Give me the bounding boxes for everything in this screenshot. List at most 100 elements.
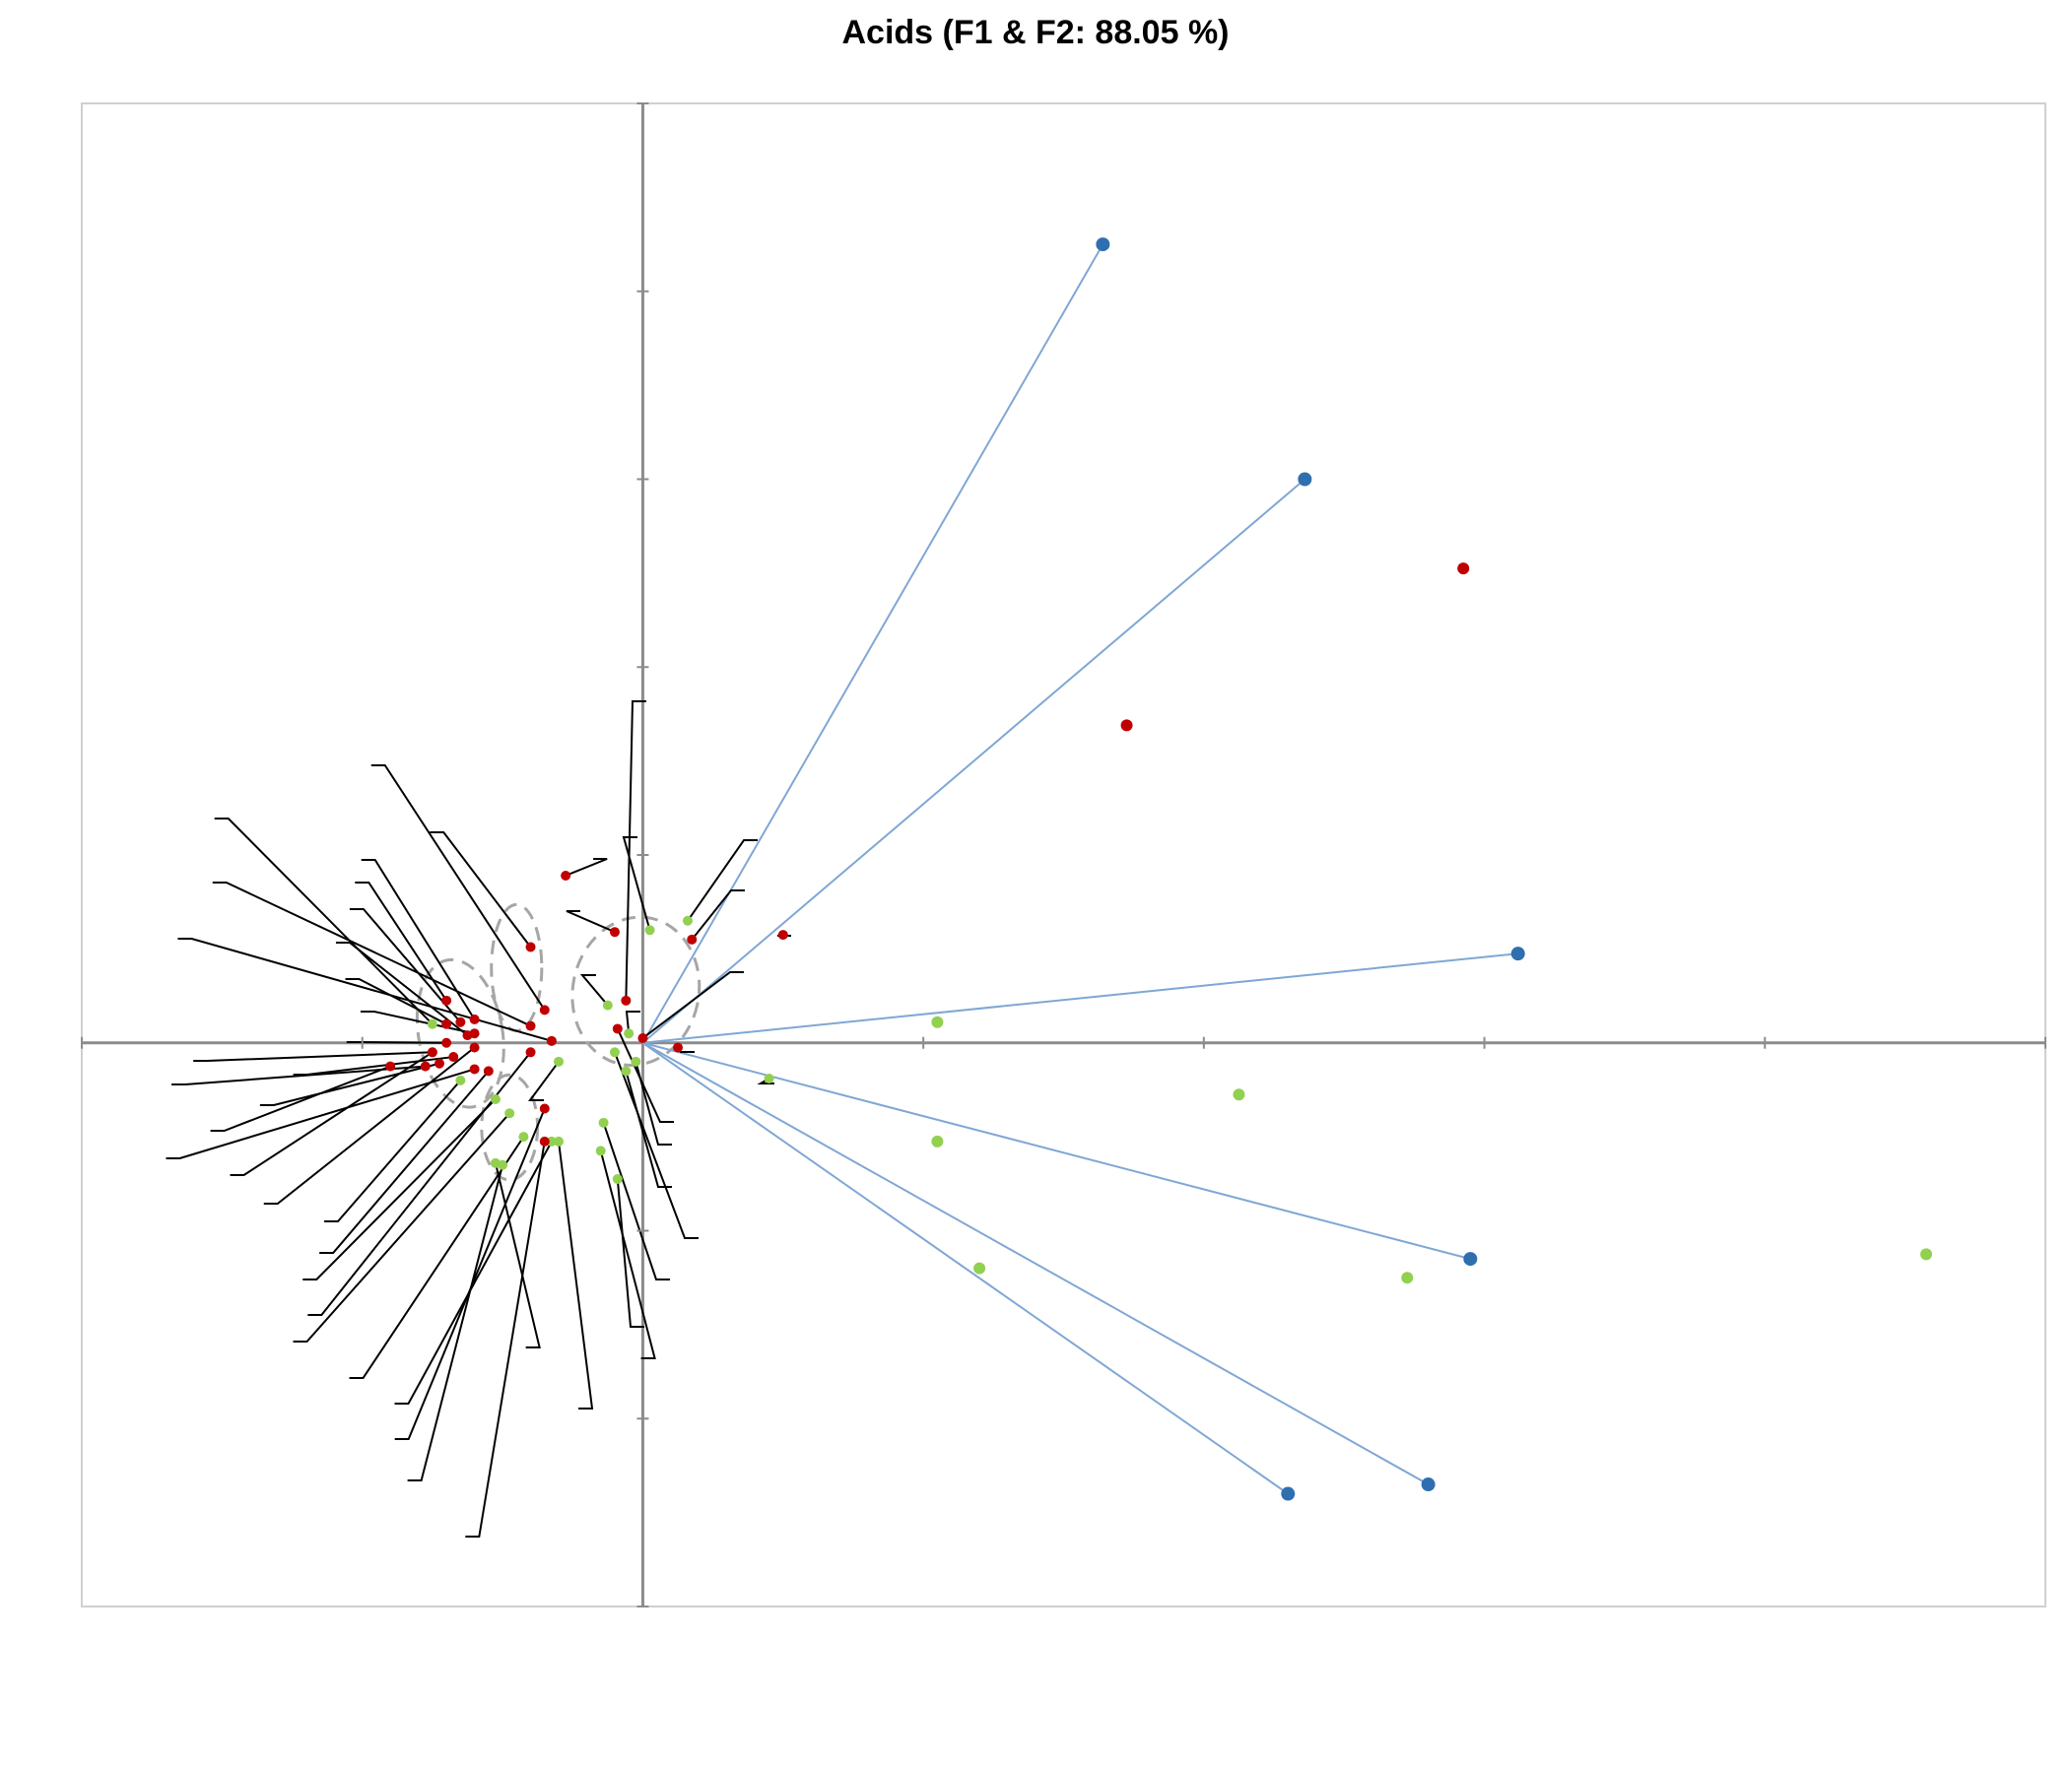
leader-line-b-he-m	[528, 1061, 560, 1101]
red-point-t-di1-n	[546, 1035, 557, 1046]
red-point-t-ce-cl	[673, 1042, 684, 1053]
leader-line-t-di1-n	[177, 938, 553, 1042]
leader-line-b-mon-cm	[293, 1112, 510, 1343]
leader-line-b-ap-cm	[349, 1136, 525, 1379]
leader-line-b-bb-e	[579, 974, 609, 1007]
red-point-t-tr-c	[455, 1017, 466, 1027]
white-point-b-cb-n	[1233, 1088, 1245, 1101]
leader-line-b-di2-n	[302, 1098, 497, 1280]
leader-line-t-ri43-c	[641, 971, 744, 1039]
white-point-b-fo-e	[644, 925, 655, 936]
red-point-t-ga-n	[448, 1052, 459, 1063]
white-point-b-in-an	[598, 1117, 609, 1128]
leader-line-b-cb-cm	[614, 1051, 699, 1239]
red-point-t-xa-g	[777, 930, 788, 941]
leader-line-t-me-an	[370, 764, 546, 1011]
leader-line-t-cl-ib	[565, 858, 608, 877]
red-point-t-go-ib	[420, 1061, 431, 1072]
vector-point-isobutyric-acid	[1096, 237, 1110, 252]
leader-line-b-rs-cl	[558, 1141, 594, 1410]
leader-line-t-ca-n	[465, 1141, 546, 1538]
white-point-b-ra-g	[931, 1016, 944, 1028]
white-point-b-gr-a	[546, 1136, 557, 1147]
white-point-b-zu-cm	[1919, 1248, 1932, 1261]
red-point-t-te-m	[441, 995, 452, 1006]
white-point-b-cb-m	[624, 1028, 635, 1039]
plot-area	[81, 102, 2046, 1607]
red-point-t-es-cl	[612, 1023, 623, 1034]
vector-point-decanoic-acid	[1281, 1486, 1296, 1501]
leader-line-t-te-m	[355, 882, 447, 1002]
vector-point-hexanoic-acid	[1463, 1252, 1478, 1267]
leader-line-t-to-n	[259, 1062, 440, 1106]
red-point-t-to-n	[434, 1058, 445, 1069]
white-point-b-bb-e	[602, 1000, 613, 1011]
leader-line-t-tj-cl	[691, 889, 745, 941]
red-point-t-rm-m	[525, 942, 536, 952]
white-point-b-zu-e	[621, 1066, 632, 1077]
red-point-t-cl-ib	[561, 870, 571, 881]
leader-line-b-al-a	[599, 1150, 656, 1359]
red-point-t-tj-cl	[687, 934, 698, 945]
leader-line-t-mor-m	[361, 859, 476, 1020]
leader-line-t-rm-m	[430, 831, 532, 949]
red-point-t-sa-cm	[441, 1037, 452, 1048]
white-point-b-di2-n	[490, 1093, 501, 1104]
leader-line-b-ia-a	[494, 1162, 541, 1348]
red-point-t-sf-a	[483, 1066, 494, 1077]
white-point-b-av-g	[612, 1174, 623, 1185]
leader-line-b-zu-e	[625, 1071, 672, 1188]
red-point-t-ri43-c	[637, 1032, 648, 1043]
leader-line-t-tr-c	[349, 908, 462, 1023]
leader-line-t-te-cm	[307, 1051, 532, 1316]
red-point-t-be-cm	[469, 1042, 480, 1053]
white-point-b-cb-cm	[609, 1047, 620, 1058]
white-point-b-al-a	[595, 1146, 606, 1156]
red-point-t-to-m	[1120, 719, 1133, 732]
white-point-b-rs-e	[427, 1018, 437, 1029]
red-point-t-te-cm	[525, 1047, 536, 1058]
white-point-b-ja-cm	[1401, 1272, 1414, 1284]
white-point-b-ma-cm	[931, 1135, 944, 1148]
leader-line-t-co-an	[212, 882, 531, 1027]
vector-line-octanoic-acid	[641, 1041, 1430, 1485]
red-point-t-za-g	[621, 995, 632, 1006]
leader-line-b-gr-a	[394, 1141, 553, 1405]
leader-line-t-sf-a	[319, 1070, 490, 1254]
leader-line-b-al-c	[323, 1080, 462, 1222]
leader-line-t-sa-c	[335, 942, 469, 1036]
white-point-b-ev1-n	[498, 1159, 508, 1170]
red-point-t-ma-a	[609, 927, 620, 938]
white-point-b-mc1-g	[973, 1262, 986, 1275]
red-point-t-ca-n	[539, 1136, 550, 1147]
leader-line-t-go-ib	[171, 1065, 426, 1085]
vector-line-hexanoic-acid	[642, 1041, 1471, 1261]
vector-line-butyric-acid	[642, 952, 1518, 1044]
vector-point-octanoic-acid	[1421, 1477, 1436, 1492]
leader-line-t-ma-a	[566, 910, 616, 934]
red-point-t-me-an	[539, 1005, 550, 1016]
leader-line-b-cb-m	[625, 1011, 640, 1034]
leader-line-b-in-an	[602, 1122, 670, 1280]
vector-point-butyric-acid	[1510, 947, 1525, 961]
red-point-t-mor-n	[469, 1028, 480, 1039]
vector-line-isobutyric-acid	[641, 243, 1104, 1044]
red-point-t-ri2-c	[441, 1018, 452, 1029]
vector-point-isopentanoic-acid	[1298, 472, 1312, 487]
white-point-b-mon-cm	[504, 1108, 515, 1119]
red-point-t-tj-cm	[427, 1047, 437, 1058]
leader-line-t-to-a	[166, 1068, 475, 1159]
leader-line-t-mor-n	[360, 1011, 475, 1035]
leader-line-b-he-e	[687, 839, 758, 922]
red-point-t-to-cm	[539, 1103, 550, 1114]
leader-line-b-rs-e	[214, 818, 434, 1025]
red-point-t-co-an	[525, 1020, 536, 1031]
leader-line-t-sa-cm	[346, 1041, 447, 1044]
white-point-b-ca-e	[631, 1056, 641, 1067]
leader-line-t-hb-pv	[210, 1065, 391, 1132]
white-point-b-al-c	[455, 1075, 466, 1085]
red-point-t-mor-m	[469, 1014, 480, 1024]
leader-line-t-be-cm	[263, 1046, 476, 1205]
red-point-t-mc2-g	[1457, 562, 1470, 575]
